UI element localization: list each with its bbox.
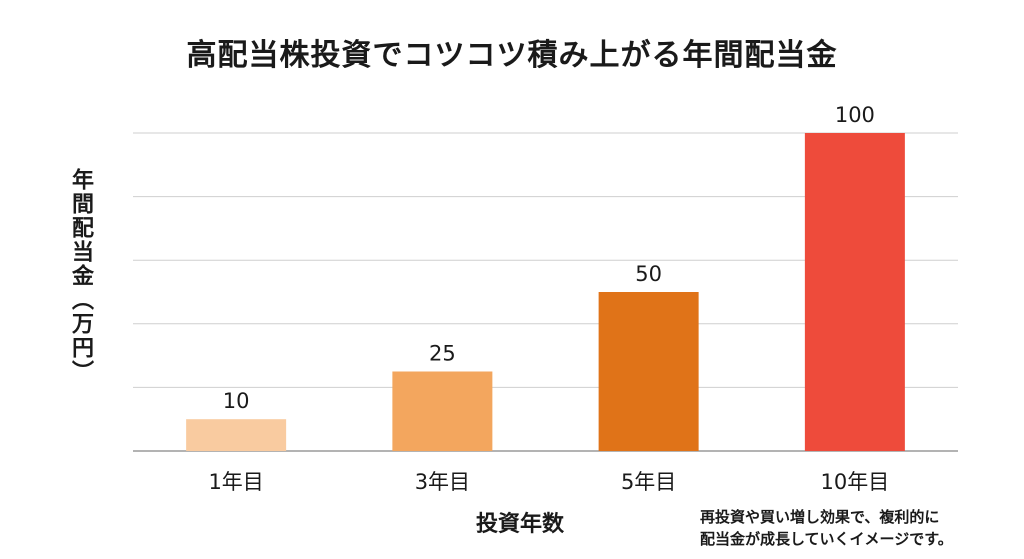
bar-3 (598, 292, 699, 451)
chart-title: 高配当株投資でコツコツ積み上がる年間配当金 (186, 38, 838, 73)
bar-4 (804, 133, 905, 451)
x-tick-label-2: 3年目 (415, 470, 470, 494)
value-label-2: 25 (429, 342, 456, 366)
bar-2 (392, 371, 493, 451)
footnote-line-2: 配当金が成長していくイメージです。 (700, 530, 953, 548)
value-label-4: 100 (835, 103, 875, 127)
bar-1 (186, 419, 287, 451)
footnote-line-1: 再投資や買い増し効果で、複利的に (700, 508, 940, 526)
x-tick-labels: 1年目 3年目 5年目 10年目 (208, 470, 889, 494)
x-tick-label-3: 5年目 (621, 470, 676, 494)
x-axis-label: 投資年数 (475, 512, 564, 537)
value-label-1: 10 (223, 389, 250, 413)
bars (186, 133, 905, 451)
x-tick-label-4: 10年目 (821, 470, 890, 494)
value-label-3: 50 (635, 262, 662, 286)
value-labels: 10 25 50 100 (223, 103, 875, 413)
y-axis-label: 年間配当金（万円） (68, 168, 93, 384)
footnote: 再投資や買い増し効果で、複利的に 配当金が成長していくイメージです。 (700, 506, 1010, 550)
x-tick-label-1: 1年目 (208, 470, 263, 494)
